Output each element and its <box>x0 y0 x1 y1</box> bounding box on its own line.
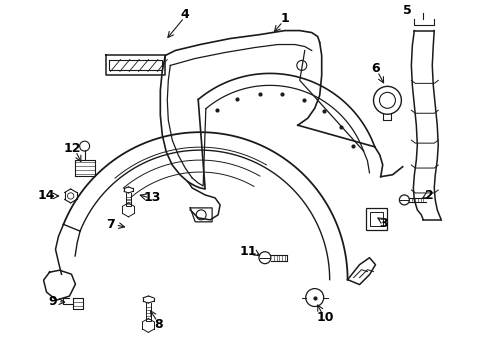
Text: 10: 10 <box>316 311 334 324</box>
Text: 12: 12 <box>64 141 81 155</box>
Text: 3: 3 <box>378 217 387 230</box>
Text: 14: 14 <box>38 189 56 202</box>
Text: 6: 6 <box>370 62 379 75</box>
Text: 11: 11 <box>239 245 256 258</box>
Text: 9: 9 <box>48 295 57 308</box>
Bar <box>369 212 383 226</box>
Text: 2: 2 <box>424 189 433 202</box>
Text: 7: 7 <box>106 218 115 231</box>
Text: 8: 8 <box>154 318 163 331</box>
Text: 5: 5 <box>402 4 411 17</box>
Text: 13: 13 <box>143 192 161 204</box>
Bar <box>365 208 386 230</box>
Text: 4: 4 <box>181 8 189 21</box>
Text: 1: 1 <box>280 12 288 25</box>
